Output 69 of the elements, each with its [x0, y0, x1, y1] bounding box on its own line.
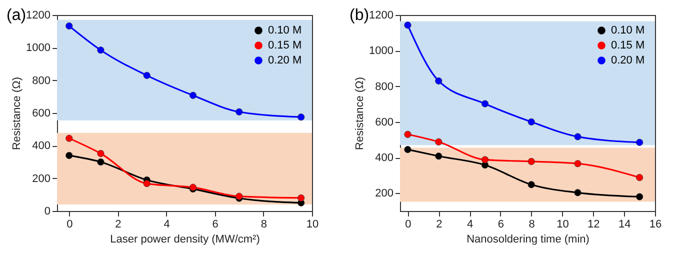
point — [574, 133, 582, 140]
x-tick-label: 4 — [466, 218, 474, 230]
point — [528, 181, 535, 188]
point — [66, 134, 73, 142]
y-tick-label: 200 — [375, 188, 394, 200]
legend-label: 0.10 M — [611, 24, 645, 36]
point — [636, 174, 644, 182]
point — [143, 72, 150, 79]
point — [404, 22, 412, 29]
y-tick-label: 0 — [44, 206, 50, 218]
legend-label: 0.20 M — [611, 54, 645, 66]
x-tick-label: 12 — [588, 218, 600, 230]
chart-title: (a) — [6, 7, 26, 24]
legend-label: 0.15 M — [611, 40, 645, 52]
legend-label: 0.15 M — [268, 40, 302, 52]
legend-label: 0.10 M — [268, 24, 302, 36]
point — [236, 108, 243, 116]
point — [298, 114, 305, 121]
point — [636, 138, 644, 146]
y-tick-label: 1200 — [369, 10, 394, 22]
point — [481, 100, 489, 108]
y-tick-label: 600 — [32, 108, 50, 120]
point — [97, 158, 104, 166]
x-tick-label: 6 — [498, 218, 504, 230]
x-tick-label: 0 — [405, 218, 412, 230]
point — [435, 77, 442, 84]
point — [97, 46, 104, 54]
y-tick-label: 1000 — [26, 42, 50, 54]
y-tick-label: 800 — [32, 74, 50, 87]
y-axis-title: Resistance (Ω) — [354, 76, 366, 150]
point — [435, 138, 442, 146]
y-tick-label: 600 — [375, 116, 394, 128]
point — [574, 160, 582, 168]
y-tick-label: 1200 — [26, 10, 50, 22]
y-axis-title: Resistance (Ω) — [11, 76, 24, 150]
x-tick-label: 8 — [260, 218, 267, 230]
y-tick-label: 400 — [32, 140, 50, 152]
legend-label: 0.20 M — [268, 54, 302, 66]
x-tick-label: 8 — [528, 218, 535, 230]
point — [66, 22, 73, 30]
x-axis-title: Nanosoldering time (min) — [466, 234, 590, 246]
point — [97, 150, 104, 158]
x-tick-label: 10 — [556, 218, 569, 230]
y-tick-label: 200 — [32, 172, 50, 185]
chart-title: (b) — [350, 7, 370, 24]
point — [528, 158, 535, 166]
x-tick-label: 14 — [618, 218, 631, 230]
point — [528, 118, 535, 126]
x-tick-label: 0 — [66, 218, 73, 230]
y-tick-label: 800 — [375, 80, 394, 93]
x-tick-label: 2 — [436, 218, 442, 230]
point — [404, 146, 412, 154]
point — [143, 180, 150, 188]
x-tick-label: 10 — [306, 218, 319, 230]
point — [404, 130, 412, 138]
y-tick-label: 400 — [375, 152, 394, 164]
x-tick-label: 16 — [649, 218, 662, 230]
x-tick-label: 2 — [115, 218, 122, 230]
y-tick-label: 1000 — [369, 45, 394, 58]
point — [66, 152, 73, 160]
point — [636, 193, 644, 200]
point — [435, 152, 442, 160]
point — [574, 189, 582, 196]
point — [189, 92, 197, 99]
x-tick-label: 6 — [212, 218, 218, 230]
point — [298, 194, 305, 202]
point — [481, 156, 489, 164]
x-axis-title: Laser power density (MW/cm²) — [110, 234, 260, 246]
x-tick-label: 4 — [164, 218, 170, 230]
